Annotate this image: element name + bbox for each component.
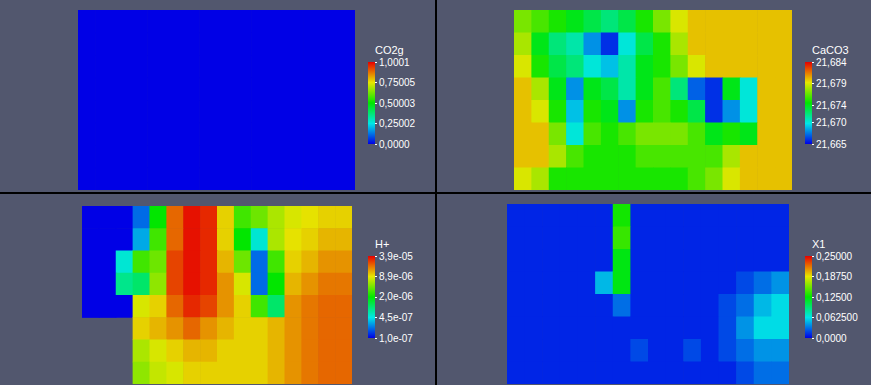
- svg-text:CO2g: CO2g: [375, 44, 404, 56]
- svg-text:1,0001: 1,0001: [379, 57, 410, 68]
- svg-text:21,670: 21,670: [816, 117, 847, 128]
- svg-text:8,9e-06: 8,9e-06: [379, 271, 413, 282]
- svg-text:21,674: 21,674: [816, 100, 847, 111]
- svg-text:3,9e-05: 3,9e-05: [379, 251, 413, 262]
- svg-text:21,679: 21,679: [816, 78, 847, 89]
- svg-text:21,665: 21,665: [816, 139, 847, 150]
- svg-text:X1: X1: [812, 238, 825, 250]
- svg-text:0,062500: 0,062500: [816, 312, 858, 323]
- svg-text:0,0000: 0,0000: [379, 139, 410, 150]
- svg-text:21,684: 21,684: [816, 57, 847, 68]
- svg-text:2,0e-06: 2,0e-06: [379, 291, 413, 302]
- svg-text:H+: H+: [375, 238, 389, 250]
- svg-text:0,50003: 0,50003: [379, 98, 416, 109]
- svg-text:0,18750: 0,18750: [816, 271, 853, 282]
- svg-text:1,0e-07: 1,0e-07: [379, 333, 413, 344]
- svg-text:0,0000: 0,0000: [816, 333, 847, 344]
- svg-text:0,25002: 0,25002: [379, 118, 416, 129]
- svg-text:4,5e-07: 4,5e-07: [379, 312, 413, 323]
- svg-text:0,12500: 0,12500: [816, 292, 853, 303]
- svg-text:0,75005: 0,75005: [379, 77, 416, 88]
- svg-text:0,25000: 0,25000: [816, 251, 853, 262]
- svg-text:CaCO3: CaCO3: [812, 44, 849, 56]
